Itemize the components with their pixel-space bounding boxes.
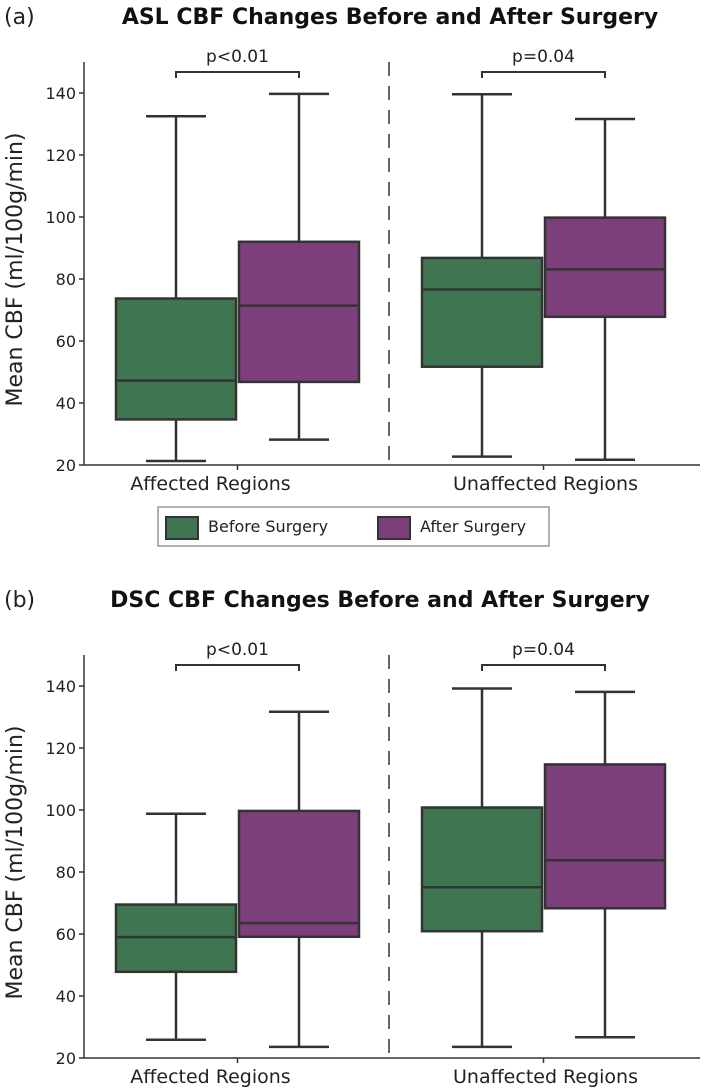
box-after-unaffected bbox=[543, 117, 667, 461]
panel-label: (a) bbox=[4, 5, 35, 30]
y-tick-label: 120 bbox=[45, 146, 76, 165]
significance-bracket bbox=[175, 71, 300, 78]
x-tick-label: Unaffected Regions bbox=[453, 1066, 638, 1088]
y-tick-label: 60 bbox=[56, 925, 76, 944]
chart-panel-a: (a) ASL CBF Changes Before and After Surg… bbox=[3, 5, 700, 495]
chart-panel-b: (b) DSC CBF Changes Before and After Surg… bbox=[3, 588, 700, 1088]
box-before-unaffected bbox=[420, 687, 544, 1049]
box-before-affected bbox=[114, 115, 238, 463]
x-tick-label: Affected Regions bbox=[130, 1066, 290, 1088]
p-value-label: p=0.04 bbox=[512, 47, 575, 67]
p-value-label: p<0.01 bbox=[206, 47, 269, 67]
y-tick-label: 40 bbox=[56, 394, 76, 413]
panel-label: (b) bbox=[4, 588, 35, 613]
y-tick-label: 80 bbox=[56, 270, 76, 289]
iqr-box bbox=[543, 763, 667, 910]
significance-bracket bbox=[175, 664, 300, 671]
legend: Before Surgery After Surgery bbox=[157, 506, 550, 547]
significance-bracket bbox=[481, 71, 606, 78]
y-tick-label: 20 bbox=[56, 456, 76, 475]
box-after-affected bbox=[237, 92, 361, 441]
significance-bracket bbox=[481, 664, 606, 671]
y-tick-label: 140 bbox=[45, 677, 76, 696]
box-before-unaffected bbox=[420, 92, 544, 458]
p-value-label: p=0.04 bbox=[512, 640, 575, 660]
y-tick-label: 40 bbox=[56, 987, 76, 1006]
legend-frame bbox=[157, 506, 550, 547]
legend-swatch-before bbox=[165, 516, 199, 540]
iqr-box bbox=[237, 809, 361, 939]
legend-label-after: After Surgery bbox=[420, 517, 526, 536]
y-tick-label: 100 bbox=[45, 208, 76, 227]
legend-swatch-after bbox=[377, 516, 411, 540]
chart-title: ASL CBF Changes Before and After Surgery bbox=[122, 5, 658, 30]
y-tick-label: 140 bbox=[45, 84, 76, 103]
chart-title: DSC CBF Changes Before and After Surgery bbox=[110, 588, 650, 613]
iqr-box bbox=[420, 256, 544, 368]
y-tick-label: 120 bbox=[45, 739, 76, 758]
x-tick-label: Affected Regions bbox=[130, 473, 290, 495]
y-tick-label: 20 bbox=[56, 1049, 76, 1068]
iqr-box bbox=[237, 240, 361, 384]
y-tick-label: 80 bbox=[56, 863, 76, 882]
iqr-box bbox=[543, 216, 667, 319]
legend-label-before: Before Surgery bbox=[208, 517, 328, 536]
y-axis-label: Mean CBF (ml/100g/min) bbox=[3, 132, 28, 406]
y-axis-label: Mean CBF (ml/100g/min) bbox=[3, 725, 28, 999]
y-tick-label: 60 bbox=[56, 332, 76, 351]
iqr-box bbox=[114, 297, 238, 421]
box-after-affected bbox=[237, 710, 361, 1049]
x-tick-label: Unaffected Regions bbox=[453, 473, 638, 495]
box-before-affected bbox=[114, 812, 238, 1041]
p-value-label: p<0.01 bbox=[206, 640, 269, 660]
box-after-unaffected bbox=[543, 690, 667, 1039]
iqr-box bbox=[420, 806, 544, 933]
y-tick-label: 100 bbox=[45, 801, 76, 820]
